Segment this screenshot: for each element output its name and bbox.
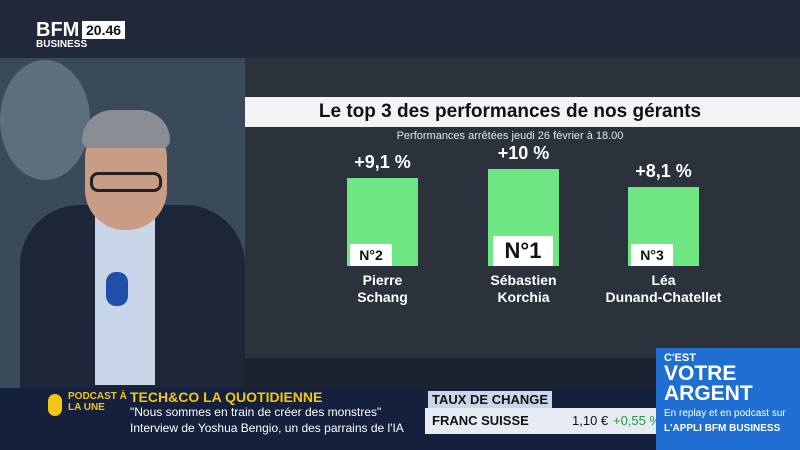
ticker [0,388,425,450]
mic-icon [48,394,62,416]
rank-badge: N°2 [350,244,392,266]
ticker-line: Interview de Yoshua Bengio, un des parra… [130,421,404,435]
chart-title: Le top 3 des performances de nos gérants [318,101,702,122]
currency-name: FRANC SUISSE [432,413,529,428]
clock: 20.46 [82,21,126,39]
promo-text: VOTRE [664,362,737,385]
promo-text: ARGENT [664,382,753,405]
value-label: +9,1 % [354,151,411,172]
promo-text: L'APPLI BFM BUSINESS [664,423,781,434]
podcast-badge: PODCAST À LA UNE [68,391,127,413]
ticker-line: "Nous sommes en train de créer des monst… [130,405,382,419]
currency-change: +0,55 % [613,413,662,428]
category-label: Léa Dunand-Chatellet [605,272,722,305]
vault [0,60,90,180]
show-name: TECH&CO LA QUOTIDIENNE [130,389,323,405]
studio-wall [0,0,800,58]
logo-sub: BUSINESS [36,39,88,50]
person-hair [82,110,170,148]
title-bar [245,97,800,127]
chart-subtitle: Performances arrêtées jeudi 26 février à… [396,130,624,142]
promo-text: C'EST [664,352,696,364]
currency-rate: 1,10 € [572,413,609,428]
category-label: Sébastien Korchia [490,272,557,305]
promo-text: En replay et en podcast sur [664,408,786,419]
microphone [106,272,128,306]
category-label: Pierre Schang [357,272,408,305]
logo: BFM [36,19,80,41]
rank-badge: N°1 [493,236,553,266]
glasses [90,172,162,192]
value-label: +10 % [497,143,550,163]
exchange-row [425,408,657,434]
promo [656,348,800,450]
rank-badge: N°3 [631,244,673,266]
exchange-heading: TAUX DE CHANGE [428,391,552,408]
value-label: +8,1 % [635,161,692,182]
